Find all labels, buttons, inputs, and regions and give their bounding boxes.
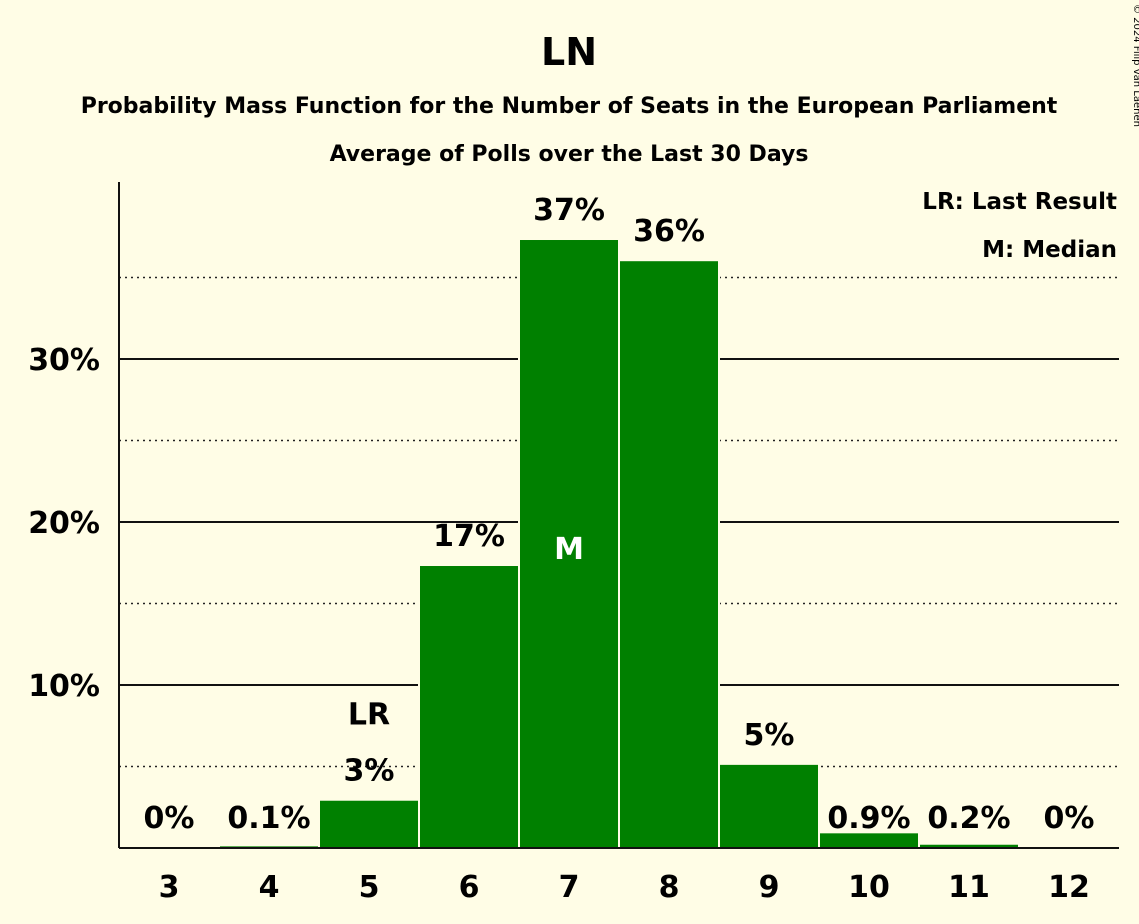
data-label: 36% [633,214,705,249]
y-tick-label: 10% [28,669,100,704]
x-tick-label: 8 [659,870,680,905]
bar [320,800,418,848]
x-tick-label: 4 [259,870,280,905]
y-tick-label: 20% [28,506,100,541]
x-tick-label: 12 [1048,870,1090,905]
data-label: 3% [344,754,395,789]
chart-subtitle-period: Average of Polls over the Last 30 Days [330,142,809,167]
data-label: 0% [1044,801,1095,836]
data-label: 0.1% [227,801,310,836]
x-tick-label: 3 [159,870,180,905]
x-tick-label: 6 [459,870,480,905]
chart-subtitle: Probability Mass Function for the Number… [81,94,1058,119]
data-label: 37% [533,193,605,228]
bar [520,240,618,848]
data-label: 0.2% [927,801,1010,836]
data-label: 5% [744,718,795,753]
x-tick-label: 9 [759,870,780,905]
bar [820,833,918,848]
y-tick-label: 30% [28,343,100,378]
data-label: 17% [433,519,505,554]
x-tick-label: 7 [559,870,580,905]
data-label: 0% [144,801,195,836]
x-tick-label: 10 [848,870,890,905]
data-label: 0.9% [827,801,910,836]
bar-gap [218,844,320,848]
bars [218,238,1020,848]
bar [620,261,718,848]
legend-median: M: Median [982,237,1117,263]
bar [420,566,518,848]
bar [920,844,1018,848]
bar [720,764,818,848]
legend-last-result: LR: Last Result [922,189,1117,215]
copyright-notice: © 2024 Filip van Laenen [1131,4,1139,127]
chart-title: LN [541,30,597,74]
x-tick-label: 5 [359,870,380,905]
data-labels: 0% 0.1% 3% LR 17% 37% M 36% 5% 0.9% 0.2% 0% [144,193,1095,836]
x-tick-label: 11 [948,870,990,905]
last-result-marker: LR [348,698,390,733]
axes: 10% 20% 30% 3 4 5 6 7 8 9 10 11 12 [28,182,1119,905]
median-marker: M [554,532,584,567]
